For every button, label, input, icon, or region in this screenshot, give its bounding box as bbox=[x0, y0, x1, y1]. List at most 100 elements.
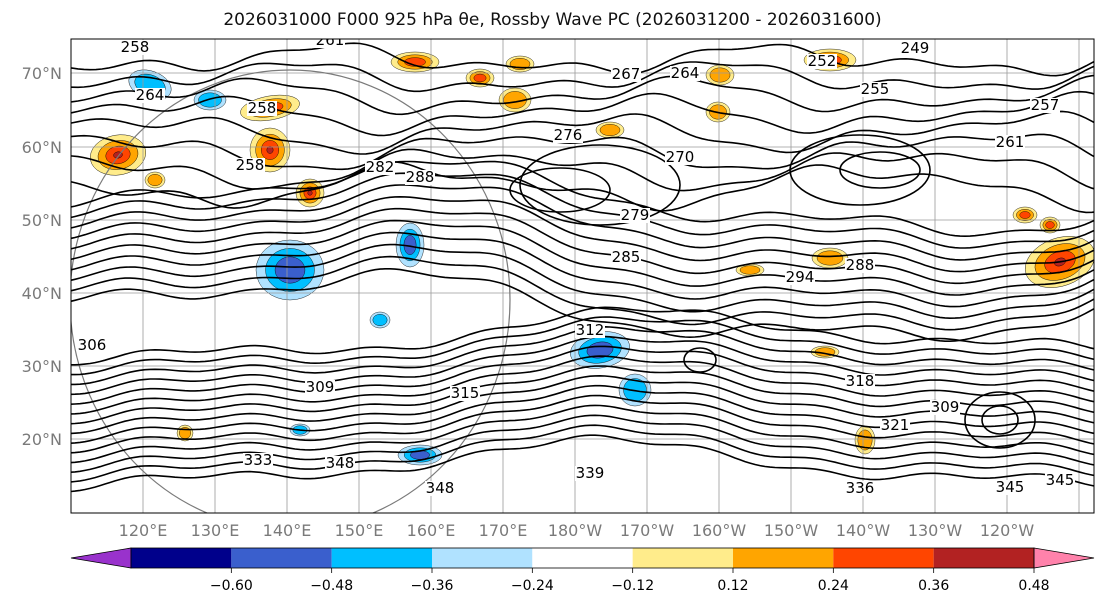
contour-label: 252 bbox=[808, 52, 837, 70]
colorbar-segment bbox=[131, 548, 232, 568]
latitude-label: 60°N bbox=[22, 138, 62, 157]
latitude-label: 20°N bbox=[22, 430, 62, 449]
projection-circle bbox=[71, 69, 511, 513]
colorbar-frame bbox=[130, 547, 1035, 569]
contour-labels: 258 261 249 252 264 267 264 255 257 258 276 270 261 2… bbox=[77, 39, 1075, 497]
contour-line bbox=[71, 404, 1094, 464]
colorbar-tick-label: 0.36 bbox=[918, 578, 949, 594]
contour-line bbox=[71, 316, 1094, 376]
contour-label-bg bbox=[315, 39, 345, 48]
contour-line bbox=[71, 434, 1094, 493]
contour-label-bg bbox=[425, 481, 455, 496]
contour-loop bbox=[509, 167, 611, 213]
contour-label-bg bbox=[665, 150, 695, 165]
contour-loop bbox=[789, 134, 931, 206]
contour-line bbox=[71, 133, 1094, 171]
contour-label-bg bbox=[785, 270, 815, 285]
colorbar-segment bbox=[432, 548, 533, 568]
contour-label: 285 bbox=[612, 248, 641, 266]
contour-label-bg bbox=[930, 400, 960, 415]
shaded-anomaly bbox=[505, 55, 535, 73]
contour-label: 333 bbox=[244, 451, 273, 469]
latitude-label: 70°N bbox=[22, 64, 62, 83]
contour-label: 288 bbox=[406, 168, 435, 186]
contour-line bbox=[71, 335, 1094, 396]
contour-label: 249 bbox=[901, 39, 930, 57]
shaded-anomaly bbox=[255, 239, 325, 301]
contour-label: 276 bbox=[554, 126, 583, 144]
contour-label: 348 bbox=[426, 479, 455, 497]
contour-loop bbox=[519, 144, 681, 226]
contour-label: 336 bbox=[846, 479, 875, 497]
colorbar-extend-low bbox=[70, 547, 132, 569]
latitude-label: 40°N bbox=[22, 284, 62, 303]
contour-label-bg bbox=[845, 481, 875, 496]
latitude-label: 30°N bbox=[22, 357, 62, 376]
colorbar-segment bbox=[733, 548, 834, 568]
colorbar-tick-label: 0.24 bbox=[818, 578, 849, 594]
colorbar: −0.60 −0.48 −0.36 −0.24 −0.12 0.12 0.24 0.36 0.4… bbox=[70, 547, 1095, 594]
map-content: 258 261 249 252 264 267 264 255 257 258 276 270 261 2… bbox=[71, 39, 1094, 513]
contour-label: 258 bbox=[248, 99, 277, 117]
contour-line bbox=[71, 42, 1094, 77]
shaded-anomaly bbox=[595, 121, 625, 139]
contour-label-bg bbox=[135, 88, 165, 103]
contour-label-bg bbox=[575, 323, 605, 338]
longitude-label: 140°W bbox=[836, 521, 891, 540]
contour-line bbox=[71, 110, 1094, 155]
contour-loop bbox=[683, 347, 717, 373]
contour-label-bg bbox=[807, 54, 837, 69]
shaded-anomaly bbox=[705, 64, 735, 86]
shaded-anomaly bbox=[395, 222, 425, 268]
contour-label-bg bbox=[995, 480, 1025, 495]
contour-label-bg bbox=[365, 160, 395, 175]
contour-line bbox=[71, 148, 1094, 192]
contour-label: 282 bbox=[366, 158, 395, 176]
contour-line bbox=[71, 355, 1094, 415]
contour-line bbox=[71, 243, 1094, 320]
shaded-anomaly bbox=[144, 171, 166, 189]
contour-line bbox=[71, 207, 1094, 285]
contour-label-bg bbox=[553, 128, 583, 143]
contour-loop bbox=[981, 405, 1019, 435]
contour-label-bg bbox=[325, 456, 355, 471]
contour-label-bg bbox=[880, 418, 910, 433]
shaded-anomaly bbox=[1012, 206, 1038, 224]
contour-line bbox=[71, 345, 1094, 405]
colorbar-segment bbox=[331, 548, 432, 568]
longitude-label: 130°W bbox=[908, 521, 963, 540]
colorbar-segment bbox=[833, 548, 934, 568]
contour-label-bg bbox=[120, 40, 150, 55]
latitude-labels: 70°N 60°N 50°N 40°N 30°N 20°N bbox=[22, 64, 62, 449]
contour-line bbox=[71, 160, 1094, 238]
contour-line bbox=[71, 424, 1094, 483]
contour-label: 264 bbox=[671, 64, 700, 82]
longitude-label: 170°E bbox=[479, 521, 528, 540]
contour-label: 309 bbox=[931, 398, 960, 416]
colorbar-segment bbox=[632, 548, 733, 568]
longitude-label: 120°E bbox=[119, 521, 168, 540]
contour-label-bg bbox=[405, 170, 435, 185]
colorbar-segment bbox=[933, 548, 1034, 568]
shaded-anomaly bbox=[811, 247, 849, 269]
shaded-anomaly bbox=[854, 425, 876, 455]
longitude-label: 180°W bbox=[548, 521, 603, 540]
colorbar-segment bbox=[231, 548, 332, 568]
contour-label: 279 bbox=[621, 206, 650, 224]
contour-label-bg bbox=[611, 67, 641, 82]
contour-label: 306 bbox=[78, 336, 107, 354]
longitude-labels: 120°E 130°E 140°E 150°E 160°E 170°E 180°W 170°W… bbox=[119, 521, 1035, 540]
colorbar-tick-label: −0.36 bbox=[411, 578, 454, 594]
colorbar-tick-label: 0.12 bbox=[717, 578, 748, 594]
contour-label-bg bbox=[243, 453, 273, 468]
longitude-label: 150°W bbox=[764, 521, 819, 540]
contour-label: 294 bbox=[786, 268, 815, 286]
contour-label: 345 bbox=[996, 478, 1025, 496]
contour-line bbox=[71, 90, 1094, 137]
longitude-label: 150°E bbox=[335, 521, 384, 540]
contour-line bbox=[71, 384, 1094, 444]
contour-line bbox=[71, 255, 1094, 331]
contour-label-bg bbox=[845, 374, 875, 389]
contour-loop bbox=[964, 391, 1036, 449]
